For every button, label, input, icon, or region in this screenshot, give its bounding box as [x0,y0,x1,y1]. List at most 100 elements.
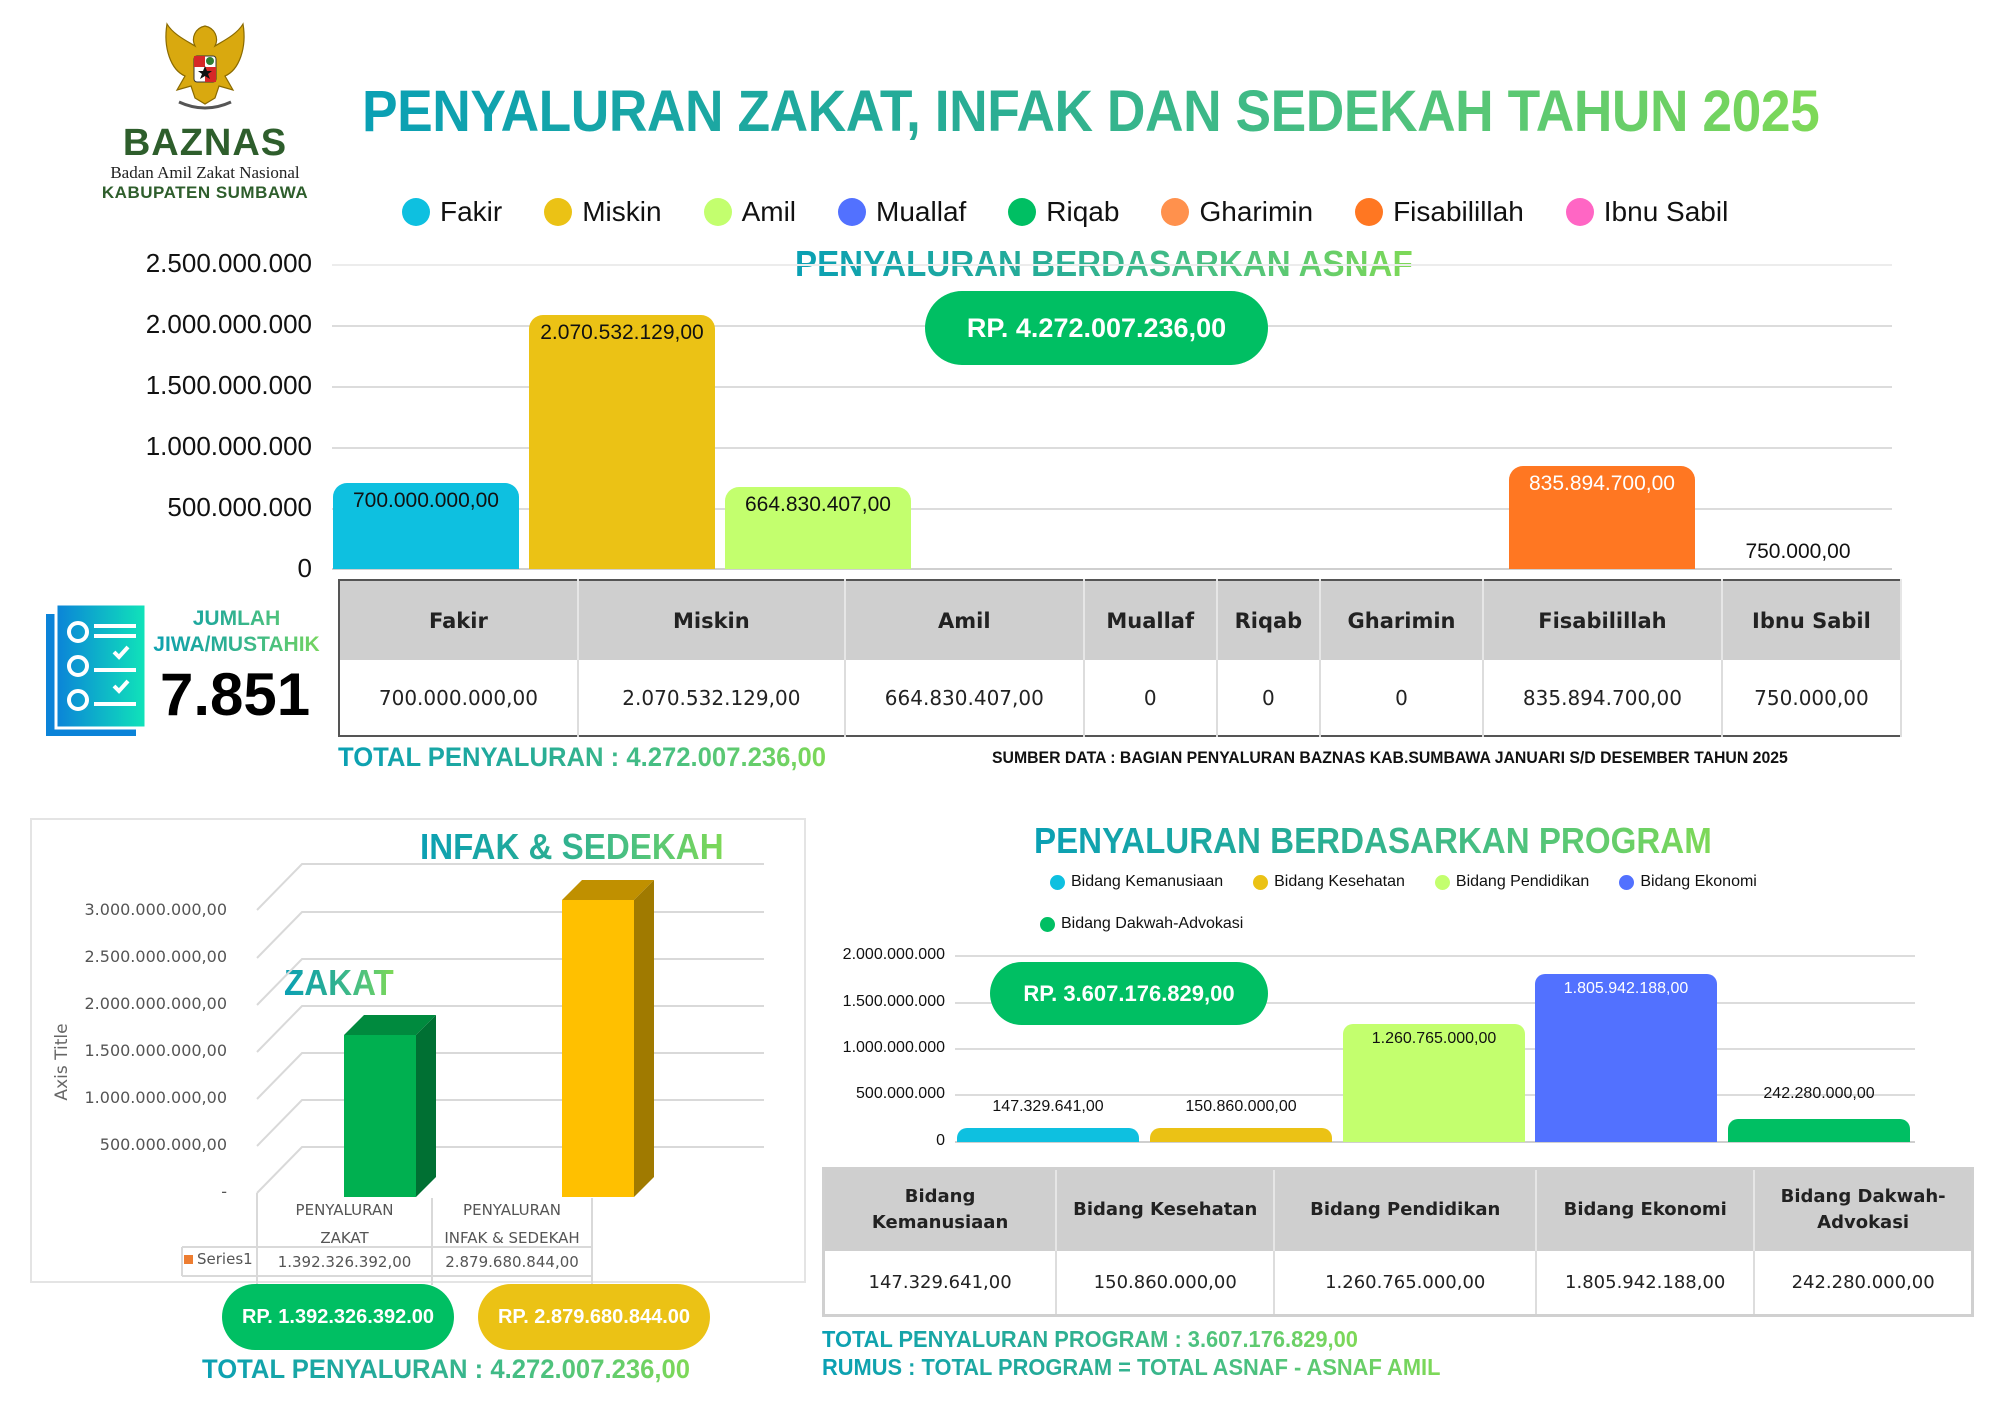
bar-kesehatan[interactable]: 150.860.000,00 [1150,1098,1332,1142]
legend-dot-icon [1008,198,1037,226]
table-header: Miskin [577,580,846,660]
table-header: Ibnu Sabil [1721,580,1903,660]
y-tick: 0 [936,1132,945,1149]
table-header: Bidang Kemanusiaan [823,1168,1058,1251]
table-cell: 150.860.000,00 [1056,1250,1276,1316]
bar-ekonomi[interactable]: 1.805.942.188,00 [1535,974,1717,1142]
legend-dot-icon [544,198,573,226]
legend-dot-icon [402,198,430,226]
table-cell: 1.260.765.000,00 [1274,1250,1538,1316]
bar-fisabilillah[interactable]: 835.894.700,00 [1509,466,1695,569]
legend-item-pendidikan: Bidang Pendidikan [1434,873,1589,891]
x-axis-line [955,1141,1915,1143]
legend-dot-icon [1040,916,1055,932]
legend-item-fisabilillah: Fisabilillah [1355,196,1524,228]
y-tick: 1.000.000.000 [145,431,312,461]
y-tick: - [221,1182,227,1201]
page-title: PENYALURAN ZAKAT, INFAK DAN SEDEKAH TAHU… [362,79,1820,144]
bar-label-ibnu-sabil: 750.000,00 [1745,540,1851,563]
y-tick: 1.500.000.000,00 [84,1041,228,1060]
x-axis-line [332,568,1892,570]
legend-item-muallaf: Muallaf [838,196,966,228]
table-header: Fakir [339,580,579,660]
mustahik-count: 7.851 [160,661,311,728]
asnaf-table: Fakir Miskin Amil Muallaf Riqab Gharimin… [338,579,1903,737]
bar-dakwah[interactable]: 242.280.000,00 [1728,1085,1910,1142]
bar-miskin[interactable]: 2.070.532.129,00 [529,315,715,569]
legend-dot-icon [838,198,867,226]
bar-pendidikan[interactable]: 1.260.765.000,00 [1343,1024,1525,1142]
table-cell: 2.070.532.129,00 [577,660,846,736]
table-cell: 700.000.000,00 [339,660,579,736]
org-region: KABUPATEN SUMBAWA [101,183,309,202]
table-cell: 147.329.641,00 [823,1250,1058,1316]
program-total-text: TOTAL PENYALURAN PROGRAM : 3.607.176.829… [822,1326,1358,1352]
y-tick: 2.500.000.000 [145,248,312,278]
legend-dot-icon [1161,198,1190,226]
table-header: Bidang Pendidikan [1274,1168,1538,1251]
program-legend: Bidang Kemanusiaan Bidang Kesehatan Bida… [1050,873,1757,891]
value-infak: 2.879.680.844,00 [445,1253,579,1271]
zakat-title: ZAKAT [284,962,394,1003]
table-cell: 0 [1083,660,1218,736]
y-tick: 2.000.000.000 [145,309,312,339]
infak-pill: RP. 2.879.680.844.00 [478,1284,710,1350]
table-cell: 750.000,00 [1721,660,1903,736]
table-header: Bidang Ekonomi [1536,1168,1756,1251]
table-cell: 664.830.407,00 [844,660,1085,736]
y-tick: 500.000.000,00 [99,1135,227,1154]
org-full-name: Badan Amil Zakat Nasional [110,163,300,182]
gridline [332,386,1892,388]
table-cell: 0 [1216,660,1322,736]
y-tick: 2.500.000.000,00 [84,947,228,966]
legend-item-miskin: Miskin [544,196,662,228]
gridline [955,1048,1915,1050]
legend-item-fakir: Fakir [402,196,502,228]
program-chart-title: PENYALURAN BERDASARKAN PROGRAM [1034,820,1712,861]
asnaf-legend: Fakir Miskin Amil Muallaf Riqab Gharimin… [402,196,1770,228]
program-total-pill: RP. 3.607.176.829,00 [990,962,1268,1025]
bar-amil[interactable]: 664.830.407,00 [725,487,911,569]
bar-kemanusiaan[interactable]: 147.329.641,00 [957,1098,1139,1142]
infak-title: INFAK & SEDEKAH [420,826,724,867]
table-row: 700.000.000,00 2.070.532.129,00 664.830.… [339,660,1903,736]
table-cell: 0 [1320,660,1485,736]
y-tick: 2.000.000.000 [842,946,945,963]
legend-item-amil: Amil [703,196,796,228]
data-source: SUMBER DATA : BAGIAN PENYALURAN BAZNAS K… [992,748,1788,767]
asnaf-total-text: TOTAL PENYALURAN : 4.272.007.236,00 [338,742,827,772]
gridline [332,508,1892,510]
legend-dot-icon [1355,198,1384,226]
program-legend-row2: Bidang Dakwah-Advokasi [1040,915,1243,933]
x-category-infak: PENYALURAN INFAK & SEDEKAH [444,1201,580,1247]
value-zakat: 1.392.326.392,00 [277,1253,412,1271]
legend-dot-icon [1434,874,1450,890]
table-header-row: Bidang Kemanusiaan Bidang Kesehatan Bida… [823,1168,1974,1251]
y-tick: 500.000.000 [856,1085,945,1102]
gridline [332,264,1892,266]
gridline [332,447,1892,449]
legend-item-riqab: Riqab [1008,196,1119,228]
zis-total-text: TOTAL PENYALURAN : 4.272.007.236,00 [202,1354,691,1384]
gridline [332,325,1892,327]
checklist-people-icon [46,602,148,736]
legend-item-kemanusiaan: Bidang Kemanusiaan [1050,873,1223,891]
table-cell: 1.805.942.188,00 [1536,1250,1756,1316]
bar-fakir[interactable]: 700.000.000,00 [333,483,519,569]
asnaf-chart-title: PENYALURAN BERDASARKAN ASNAF [795,243,1413,284]
legend-item-kesehatan: Bidang Kesehatan [1253,873,1405,891]
table-header-row: Fakir Miskin Amil Muallaf Riqab Gharimin… [339,580,1903,660]
program-table: Bidang Kemanusiaan Bidang Kesehatan Bida… [822,1167,1974,1317]
y-tick: 1.000.000.000 [842,1039,945,1056]
gridline [955,1002,1915,1004]
asnaf-total-pill: RP. 4.272.007.236,00 [925,291,1268,365]
table-header: Gharimin [1320,580,1485,660]
gridline [955,955,1915,957]
gridline [955,1094,1915,1096]
table-header: Bidang Kesehatan [1056,1168,1276,1251]
y-tick: 1.500.000.000 [145,370,312,400]
y-tick: 3.000.000.000,00 [84,900,228,919]
x-category-zakat: PENYALURAN ZAKAT [295,1201,394,1247]
table-header: Muallaf [1083,580,1218,660]
y-tick: 500.000.000 [167,492,312,522]
